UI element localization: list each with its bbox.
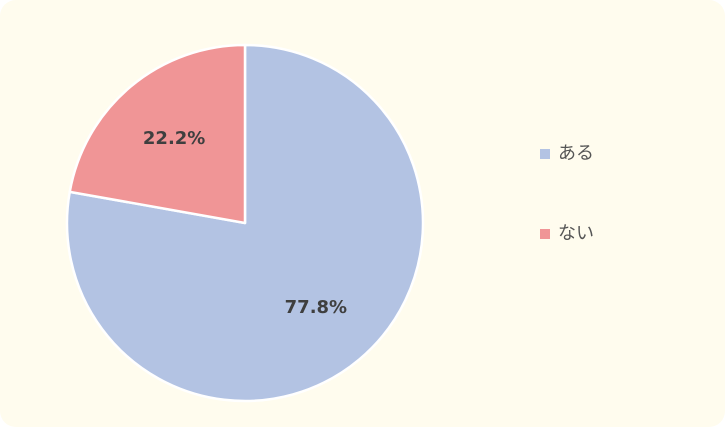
pie-slices (65, 43, 425, 403)
legend-swatch-aru (540, 149, 550, 159)
legend-label-nai: ない (558, 223, 594, 244)
legend-swatch-nai (540, 229, 550, 239)
pie-data-labels: 77.8% 22.2% (143, 128, 347, 318)
pie-data-label-1: 22.2% (143, 128, 205, 149)
legend-item-aru[interactable]: ある (540, 140, 594, 220)
legend-label-aru: ある (558, 143, 594, 164)
chart-legend: ある ない (540, 140, 594, 300)
pie-data-label-0: 77.8% (285, 297, 347, 318)
pie-slice-1[interactable] (68, 43, 247, 225)
legend-item-nai[interactable]: ない (540, 220, 594, 300)
pie-slice-0[interactable] (65, 43, 425, 403)
